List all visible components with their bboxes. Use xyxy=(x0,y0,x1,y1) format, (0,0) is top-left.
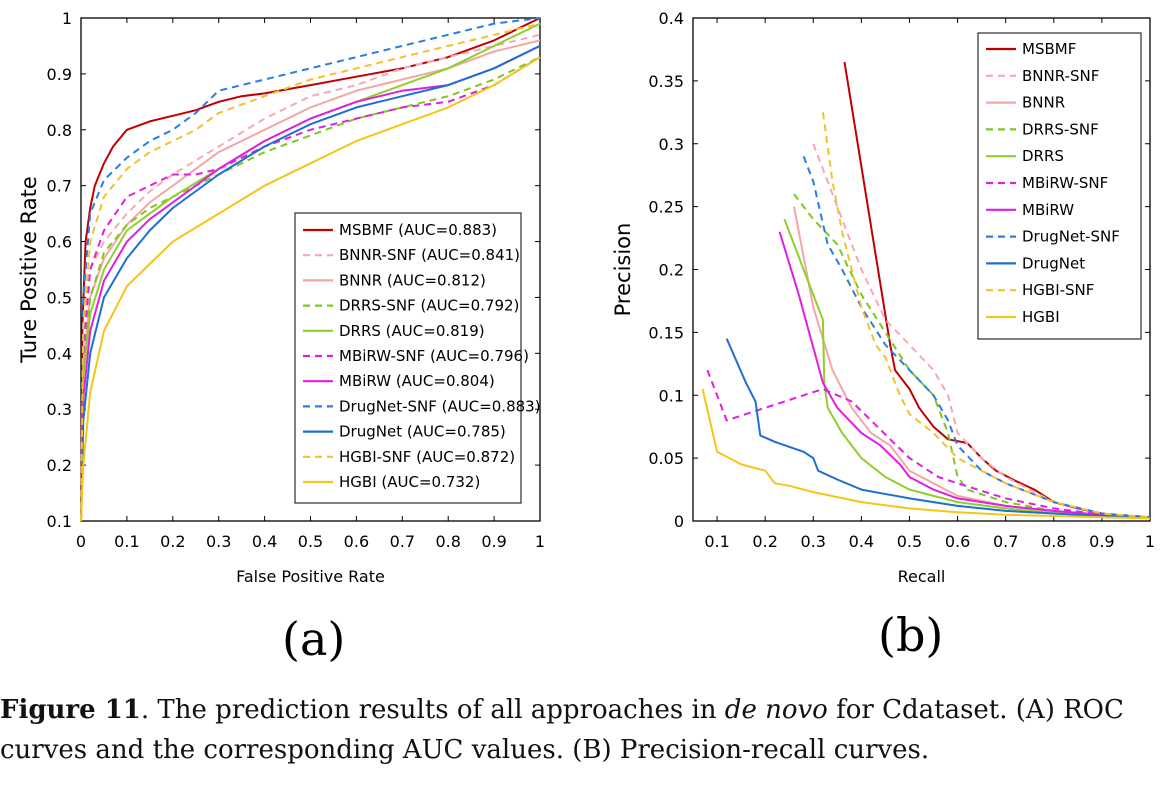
chart1-xtick-label-5: 0.5 xyxy=(298,532,323,551)
chart1-ytick-label-5: 0.6 xyxy=(47,233,72,252)
chart1-series-6 xyxy=(80,45,541,522)
chart2-ylabel: Precision xyxy=(611,223,635,317)
chart1-ytick-label-2: 0.3 xyxy=(47,400,72,419)
chart2-series-8 xyxy=(725,338,1151,519)
chart1-legend-label-6: MBiRW (AUC=0.804) xyxy=(339,372,495,390)
chart1-series-2 xyxy=(80,39,541,522)
chart1-group: 0 0.1 0.2 0.3 0.4 0.5 0.6 0.7 0.8 0.9 10.10.20.30.… xyxy=(17,9,545,586)
chart1-ytick-label-8: 0.9 xyxy=(47,65,72,84)
chart2-legend-label-7: DrugNet-SNF xyxy=(1022,228,1120,246)
chart2-xtick-label-9: 1 xyxy=(1145,532,1155,551)
chart2-ytick-label-8: 0.4 xyxy=(659,9,684,28)
chart1-series-5 xyxy=(80,56,541,522)
chart2-xtick-label-3: 0.4 xyxy=(849,532,874,551)
chart1-xtick-label-2: 0.2 xyxy=(160,532,185,551)
caption-italic: de novo xyxy=(724,695,828,725)
chart2-ytick-label-1: 0.05 xyxy=(648,449,684,468)
chart2-xtick-label-1: 0.2 xyxy=(752,532,777,551)
chart2-xtick-label-7: 0.8 xyxy=(1041,532,1066,551)
chart1-xtick-label-9: 0.9 xyxy=(481,532,506,551)
chart1-series-1 xyxy=(80,33,541,522)
chart2-ytick-label-7: 0.35 xyxy=(648,72,684,91)
chart2-legend-label-8: DrugNet xyxy=(1022,254,1085,272)
chart2-series-5 xyxy=(706,369,1151,519)
caption-text-2: for Cdataset. (A) ROC curves and the cor… xyxy=(0,695,1124,765)
chart2-series-9 xyxy=(821,112,1151,519)
chart2-series-7 xyxy=(802,155,1151,519)
chart1-ytick-label-3: 0.4 xyxy=(47,344,72,363)
chart2-legend-label-10: HGBI xyxy=(1022,308,1060,326)
chart2-xtick-label-6: 0.7 xyxy=(993,532,1018,551)
chart1-legend-label-0: MSBMF (AUC=0.883) xyxy=(339,221,497,239)
chart1-legend-label-9: HGBI-SNF (AUC=0.872) xyxy=(339,448,515,466)
chart2-legend-label-6: MBiRW xyxy=(1022,201,1074,219)
figure-caption: Figure 11. The prediction results of all… xyxy=(0,690,1169,770)
chart1-ytick-label-9: 1 xyxy=(62,9,72,28)
chart1-legend-label-5: MBiRW-SNF (AUC=0.796) xyxy=(339,347,529,365)
chart1-legend-label-1: BNNR-SNF (AUC=0.841) xyxy=(339,246,520,264)
chart1-ytick-label-7: 0.8 xyxy=(47,121,72,140)
chart1-ytick-label-4: 0.5 xyxy=(47,288,72,307)
chart1-xtick-label-6: 0.6 xyxy=(344,532,369,551)
caption-prefix: Figure 11 xyxy=(0,695,141,725)
chart2-legend-label-1: BNNR-SNF xyxy=(1022,67,1099,85)
chart1-series-9 xyxy=(80,22,541,522)
chart2-legend: MSBMF BNNR-SNF BNNR DRRS-SNF DRRS MBiRW-SNF MB… xyxy=(977,32,1142,340)
chart1-series-10 xyxy=(80,56,541,522)
chart2-legend-label-3: DRRS-SNF xyxy=(1022,120,1099,138)
chart2-legend-box xyxy=(977,32,1142,340)
chart2-ytick-label-6: 0.3 xyxy=(659,135,684,154)
chart2-group: 0.1 0.2 0.3 0.4 0.5 0.6 0.7 0.8 0.9 1 0 0.05 0.1 0.15… xyxy=(611,9,1155,586)
figure-canvas: 0 0.1 0.2 0.3 0.4 0.5 0.6 0.7 0.8 0.9 10.10.20.30.… xyxy=(17,9,1155,586)
chart1-ytick-label-0: 0.1 xyxy=(47,512,72,531)
chart2-legend-label-2: BNNR xyxy=(1022,94,1065,112)
chart2-legend-label-5: MBiRW-SNF xyxy=(1022,174,1108,192)
chart1-legend-box xyxy=(294,212,522,504)
chart2-xtick-label-0: 0.1 xyxy=(704,532,729,551)
chart2-ytick-label-3: 0.15 xyxy=(648,323,684,342)
chart1-legend: MSBMF (AUC=0.883) BNNR-SNF (AUC=0.841) BNN… xyxy=(294,212,541,504)
chart2-ytick-label-2: 0.1 xyxy=(659,386,684,405)
chart1-xtick-label-10: 1 xyxy=(535,532,545,551)
chart1-xtick-label-4: 0.4 xyxy=(252,532,277,551)
chart1-xtick-label-3: 0.3 xyxy=(206,532,231,551)
chart2-legend-label-4: DRRS xyxy=(1022,147,1064,165)
chart1-legend-label-10: HGBI (AUC=0.732) xyxy=(339,473,480,491)
chart1-legend-label-4: DRRS (AUC=0.819) xyxy=(339,322,485,340)
chart2-xlabel: Recall xyxy=(898,567,946,586)
caption-text-1: . The prediction results of all approach… xyxy=(140,695,725,725)
panel-a-label: (a) xyxy=(282,612,346,666)
chart2-legend-label-9: HGBI-SNF xyxy=(1022,281,1094,299)
chart2-series-10 xyxy=(701,388,1151,520)
chart1-xtick-label-7: 0.7 xyxy=(390,532,415,551)
chart1-xtick-label-0: 0 xyxy=(76,532,86,551)
chart1-ylabel: Ture Positive Rate xyxy=(17,176,41,364)
chart1-legend-label-8: DrugNet (AUC=0.785) xyxy=(339,423,506,441)
chart1-ytick-label-1: 0.2 xyxy=(47,456,72,475)
chart2-ytick-label-0: 0 xyxy=(674,512,684,531)
chart1-series-8 xyxy=(80,45,541,522)
chart2-legend-label-0: MSBMF xyxy=(1022,40,1076,58)
chart2-ytick-label-4: 0.2 xyxy=(659,261,684,280)
panel-b-label: (b) xyxy=(878,608,944,662)
chart1-xtick-label-8: 0.8 xyxy=(435,532,460,551)
chart2-xtick-label-5: 0.6 xyxy=(945,532,970,551)
chart1-legend-label-7: DrugNet-SNF (AUC=0.883) xyxy=(339,397,541,415)
chart2-series-3 xyxy=(793,193,1151,519)
chart2-xtick-label-2: 0.3 xyxy=(801,532,826,551)
chart1-xlabel: False Positive Rate xyxy=(236,567,385,586)
chart1-series-7 xyxy=(80,17,541,522)
chart1-xtick-label-1: 0.1 xyxy=(114,532,139,551)
chart2-series-6 xyxy=(778,231,1151,519)
chart1-legend-label-2: BNNR (AUC=0.812) xyxy=(339,271,486,289)
chart1-ytick-label-6: 0.7 xyxy=(47,177,72,196)
chart1-legend-label-3: DRRS-SNF (AUC=0.792) xyxy=(339,297,519,315)
chart2-xtick-label-4: 0.5 xyxy=(897,532,922,551)
chart2-series-2 xyxy=(793,206,1151,519)
chart2-ytick-label-5: 0.25 xyxy=(648,198,684,217)
chart2-xtick-label-8: 0.9 xyxy=(1089,532,1114,551)
